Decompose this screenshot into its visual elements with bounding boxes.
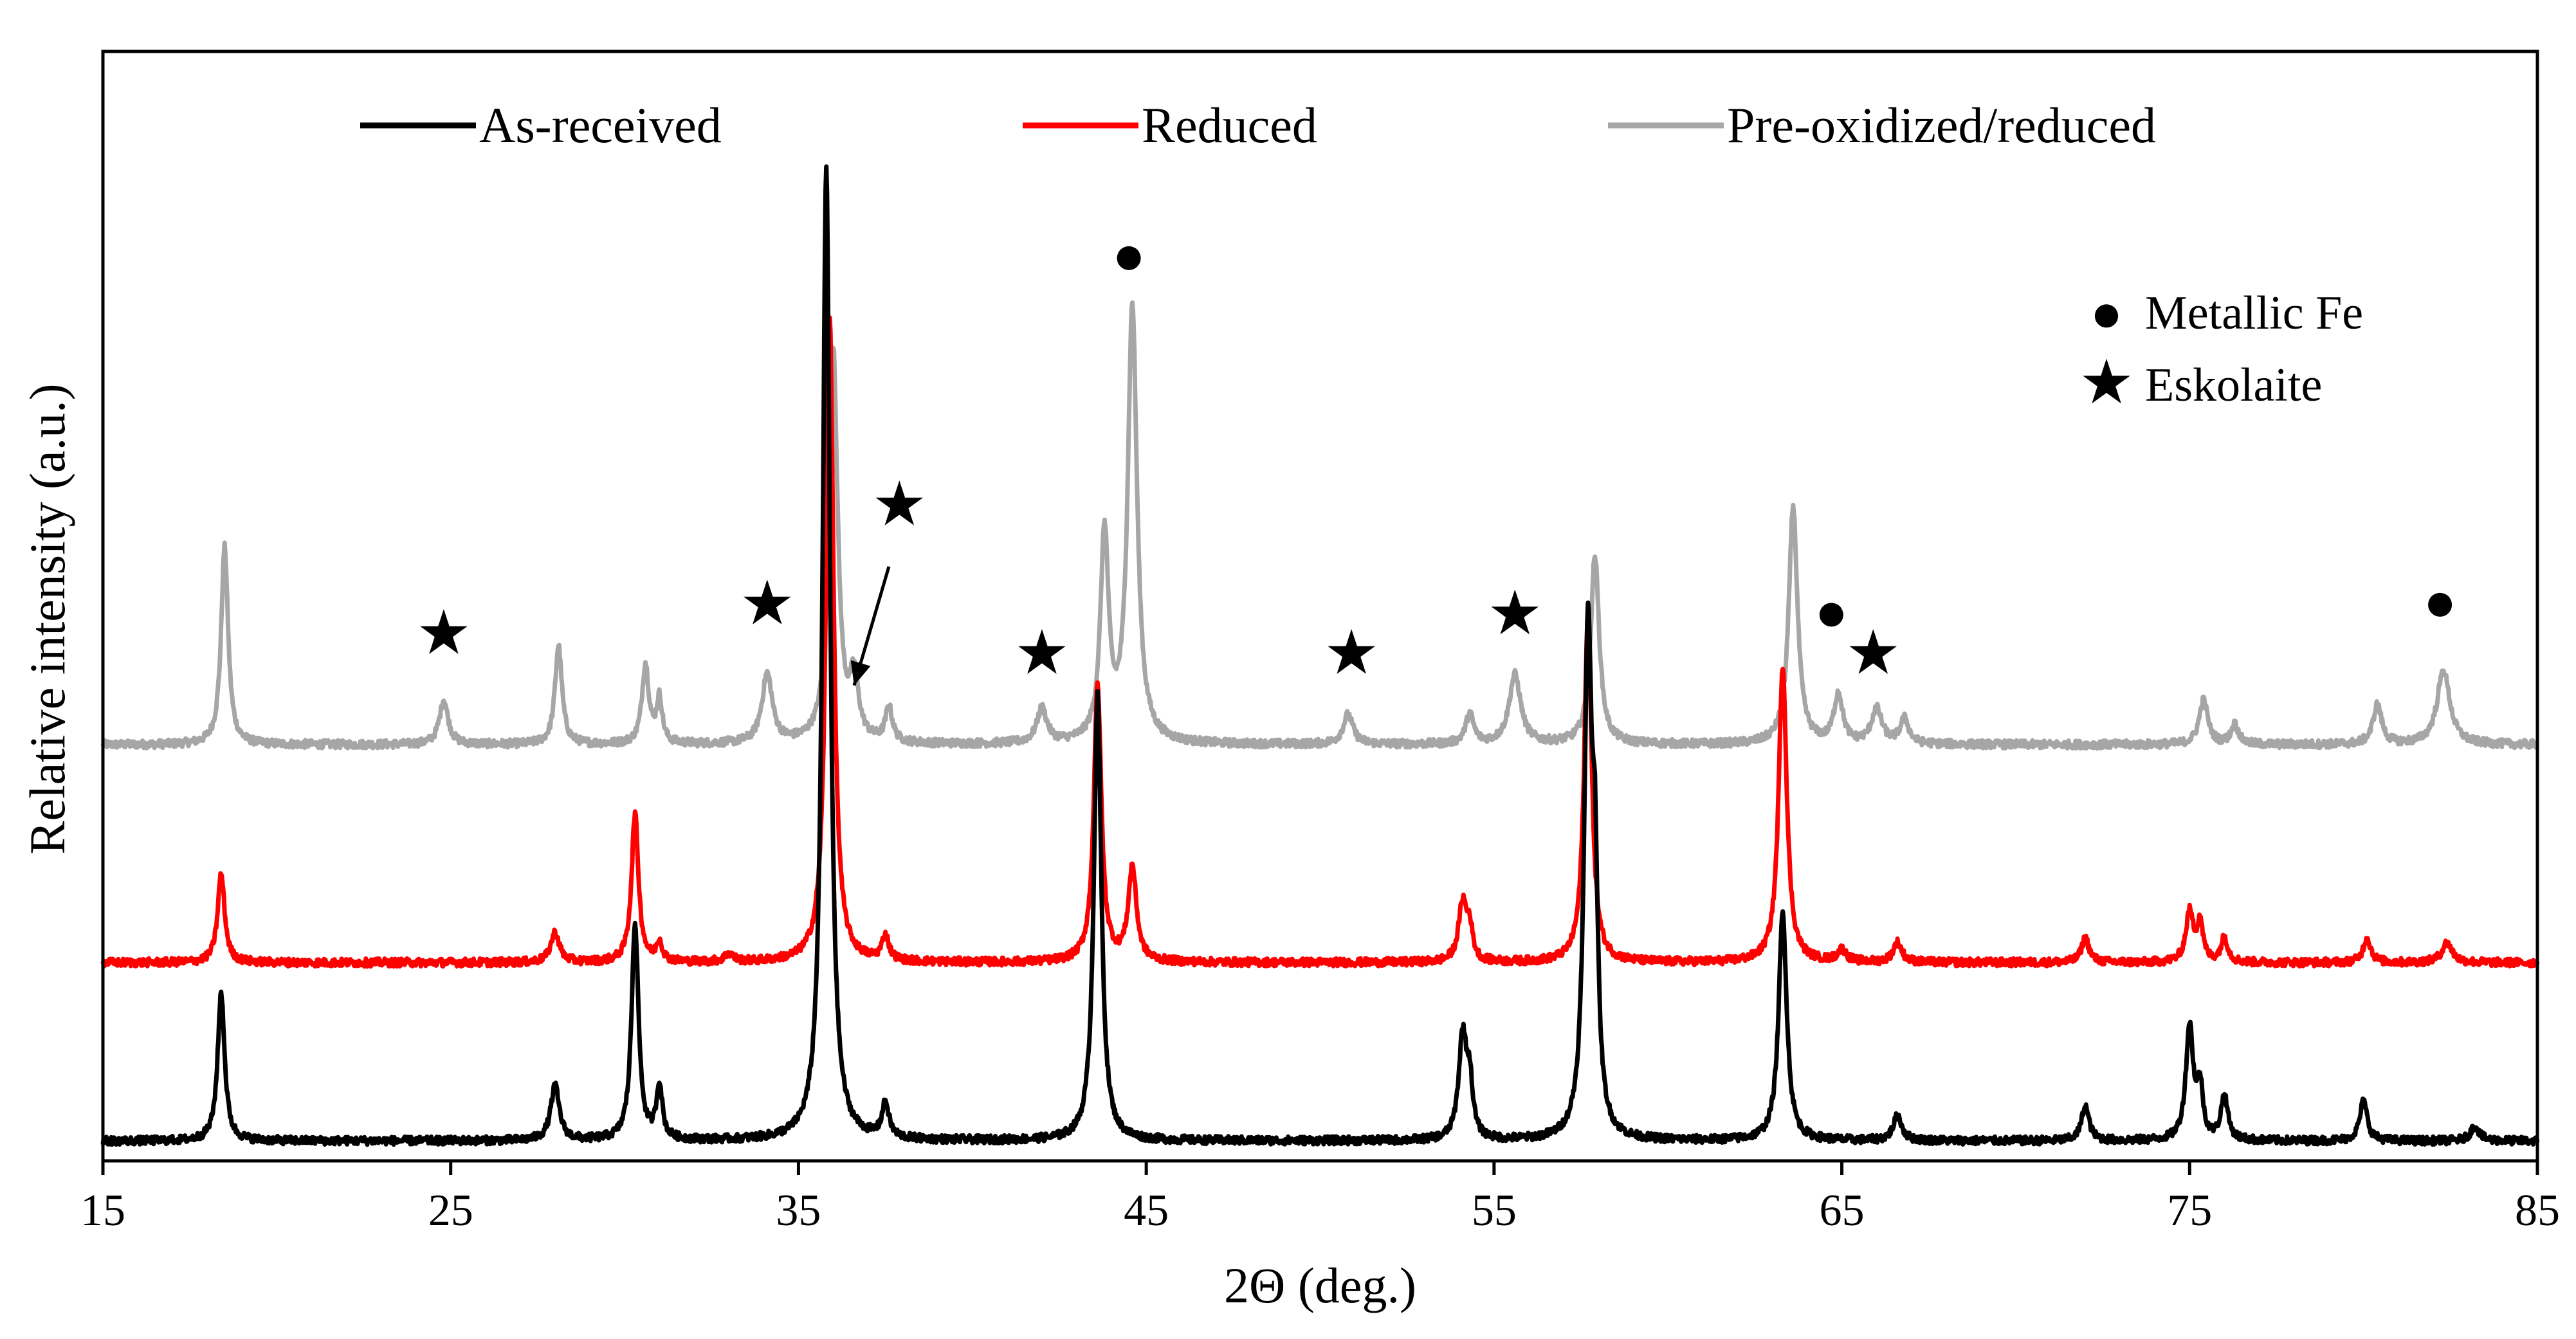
metallic-fe-legend-icon: ●	[2090, 284, 2123, 343]
x-tick-label: 85	[2515, 1186, 2560, 1235]
eskolaite-star-marker-6: ★	[1845, 619, 1901, 688]
annotation-arrow-head	[850, 660, 871, 686]
y-axis-title: Relative intensity (a.u.)	[19, 383, 75, 854]
legend-label-pre_oxidized: Pre-oxidized/reduced	[1727, 97, 2156, 153]
eskolaite-legend-icon: ★	[2079, 348, 2134, 417]
series-line-as_received	[100, 164, 2540, 1147]
x-axis-title: 2Θ (deg.)	[1224, 1257, 1416, 1313]
eskolaite-star-marker-2: ★	[872, 469, 927, 538]
series-line-pre_oxidized	[100, 300, 2539, 751]
x-tick-label: 25	[428, 1186, 473, 1235]
x-tick-label: 15	[80, 1186, 125, 1235]
series-layer	[100, 164, 2540, 1147]
metallic-fe-dot-marker-8: ●	[1814, 581, 1848, 642]
x-tick-label: 75	[2167, 1186, 2212, 1235]
marker-legend-label-0: Metallic Fe	[2145, 287, 2363, 340]
x-tick-label: 65	[1820, 1186, 1865, 1235]
plot-frame	[101, 50, 2539, 1163]
eskolaite-star-marker-3: ★	[1014, 619, 1070, 688]
x-tick-label: 35	[776, 1186, 821, 1235]
legend-label-as_received: As-received	[479, 97, 722, 153]
eskolaite-star-marker-0: ★	[416, 599, 471, 668]
x-tick-label: 55	[1472, 1186, 1517, 1235]
series-line-reduced	[100, 315, 2540, 969]
x-tick-label: 45	[1124, 1186, 1169, 1235]
marker-legend: ● Metallic Fe★ Eskolaite	[2079, 284, 2363, 417]
metallic-fe-dot-marker-7: ●	[1112, 224, 1146, 286]
legend-label-reduced: Reduced	[1142, 97, 1317, 153]
marker-legend-label-1: Eskolaite	[2145, 359, 2322, 412]
legend: As-received Reduced Pre-oxidized/reduced	[360, 97, 2156, 153]
eskolaite-star-marker-4: ★	[1324, 619, 1379, 688]
metallic-fe-dot-marker-9: ●	[2424, 571, 2457, 633]
annotation-layer: ★ ★★★ ★★★●● ●	[416, 224, 2457, 687]
axis-layer: 15 25 35 45 55 65 75 85 2Θ (deg.) Relative intens…	[19, 50, 2560, 1313]
eskolaite-star-marker-1: ★	[740, 569, 795, 638]
eskolaite-star-marker-5: ★	[1487, 579, 1542, 648]
